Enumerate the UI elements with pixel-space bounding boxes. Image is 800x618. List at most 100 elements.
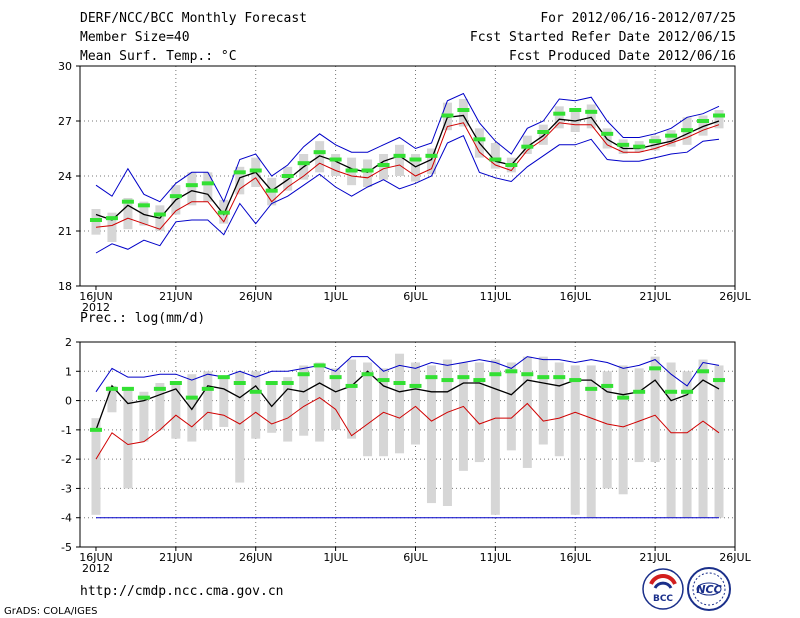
observed-marker [345, 383, 358, 388]
source-url[interactable]: http://cmdp.ncc.cma.gov.cn [80, 584, 284, 599]
observed-marker [217, 210, 230, 215]
spread-bar [235, 371, 245, 483]
observed-marker [233, 170, 246, 175]
member-size: Member Size=40 [80, 30, 190, 45]
observed-marker [633, 389, 646, 394]
observed-marker [585, 386, 598, 391]
observed-marker [665, 389, 678, 394]
observed-marker [313, 363, 326, 368]
y-tick-label: 2 [65, 336, 72, 349]
spread-bar [586, 365, 596, 518]
observed-marker [361, 372, 374, 377]
spread-bar [602, 371, 612, 489]
observed-marker [329, 375, 342, 380]
series-line-ensemble-mean [95, 370, 720, 431]
series-line-ensemble-min [95, 397, 720, 460]
series-line-absolute-min [95, 135, 720, 254]
spread-bar [714, 110, 724, 129]
x-tick-label: 16JUN [79, 290, 113, 303]
observed-marker [313, 150, 326, 155]
observed-marker [505, 369, 518, 374]
observed-marker [329, 157, 342, 162]
x-tick-label: 26JUL [719, 290, 751, 303]
observed-marker [201, 386, 214, 391]
spread-bar [267, 383, 277, 433]
observed-marker [153, 212, 166, 217]
spread-bar [251, 371, 261, 439]
spread-bar [139, 201, 149, 226]
observed-marker [121, 199, 134, 204]
spread-bar [458, 99, 468, 127]
x-tick-label: 11JUL [480, 551, 512, 564]
spread-bar [410, 154, 420, 182]
precip-panel-title: Prec.: log(mm/d) [80, 311, 205, 326]
spread-bar [522, 356, 532, 468]
temperature-panel: 18 21 24 27 30 16JUN 21JUN 26JUN 1JUL 6JUL 11JUL 16… [58, 60, 752, 314]
spread-bar [235, 166, 245, 195]
observed-marker [425, 375, 438, 380]
observed-marker [633, 144, 646, 149]
y-tick-label: 24 [58, 170, 72, 183]
x-tick-label: 21JUL [639, 290, 671, 303]
spread-bar [426, 365, 436, 504]
x-tick-label: 21JUL [639, 551, 671, 564]
observed-marker [537, 130, 550, 134]
y-tick-label: -1 [61, 424, 72, 437]
spread-bar [123, 198, 133, 230]
observed-marker [697, 119, 710, 123]
y-tick-label: -4 [61, 512, 72, 525]
observed-marker [713, 378, 726, 383]
spread-bar [666, 362, 676, 518]
observed-marker [281, 174, 294, 178]
observed-marker [153, 386, 166, 391]
y-tick-label: -3 [61, 482, 72, 495]
observed-marker [105, 216, 118, 221]
x-tick-label: 26JUN [239, 551, 273, 564]
observed-marker [137, 203, 150, 208]
x-tick-label: 21JUN [159, 551, 193, 564]
x-tick-label: 16JUL [560, 290, 592, 303]
observed-marker [425, 153, 438, 158]
x-year-label: 2012 [82, 562, 110, 575]
y-tick-label: 30 [58, 60, 72, 73]
spread-bar [203, 371, 213, 430]
series-line-ensemble-mean [95, 114, 720, 221]
grads-credit: GrADS: COLA/IGES [4, 606, 98, 617]
observed-marker [601, 383, 614, 388]
observed-marker [489, 372, 502, 377]
observed-marker [121, 386, 134, 391]
observed-marker [169, 381, 182, 385]
observed-marker [105, 386, 118, 391]
observed-marker [89, 427, 102, 432]
x-tick-label: 26JUL [719, 551, 751, 564]
spread-bar [442, 359, 452, 506]
observed-marker [265, 188, 278, 193]
x-tick-label: 21JUN [159, 290, 193, 303]
observed-marker [297, 161, 310, 166]
observed-marker [569, 108, 582, 112]
observed-marker [505, 163, 518, 167]
bcc-logo-text: BCC [653, 594, 673, 604]
observed-marker [345, 168, 358, 173]
observed-marker [553, 111, 566, 116]
x-tick-label: 6JUL [403, 551, 428, 564]
spread-bar [171, 383, 181, 439]
observed-marker [249, 389, 262, 394]
observed-marker [665, 133, 678, 138]
forecast-period: For 2012/06/16-2012/07/25 [540, 11, 736, 26]
observed-marker [89, 218, 102, 222]
y-tick-label: -5 [61, 541, 72, 554]
spread-bar [490, 143, 500, 169]
series-line-ensemble-max [95, 92, 720, 203]
y-tick-label: 0 [65, 395, 72, 408]
observed-marker [185, 395, 198, 400]
observed-marker [137, 395, 150, 400]
spread-bar [650, 356, 660, 463]
x-tick-label: 11JUL [480, 290, 512, 303]
spread-bar [219, 377, 229, 427]
spread-bar [666, 130, 676, 147]
y-tick-label: 27 [58, 115, 72, 128]
spread-bar [155, 383, 165, 430]
observed-marker [713, 113, 726, 118]
forecast-started-date: Fcst Started Refer Date 2012/06/15 [469, 30, 736, 45]
